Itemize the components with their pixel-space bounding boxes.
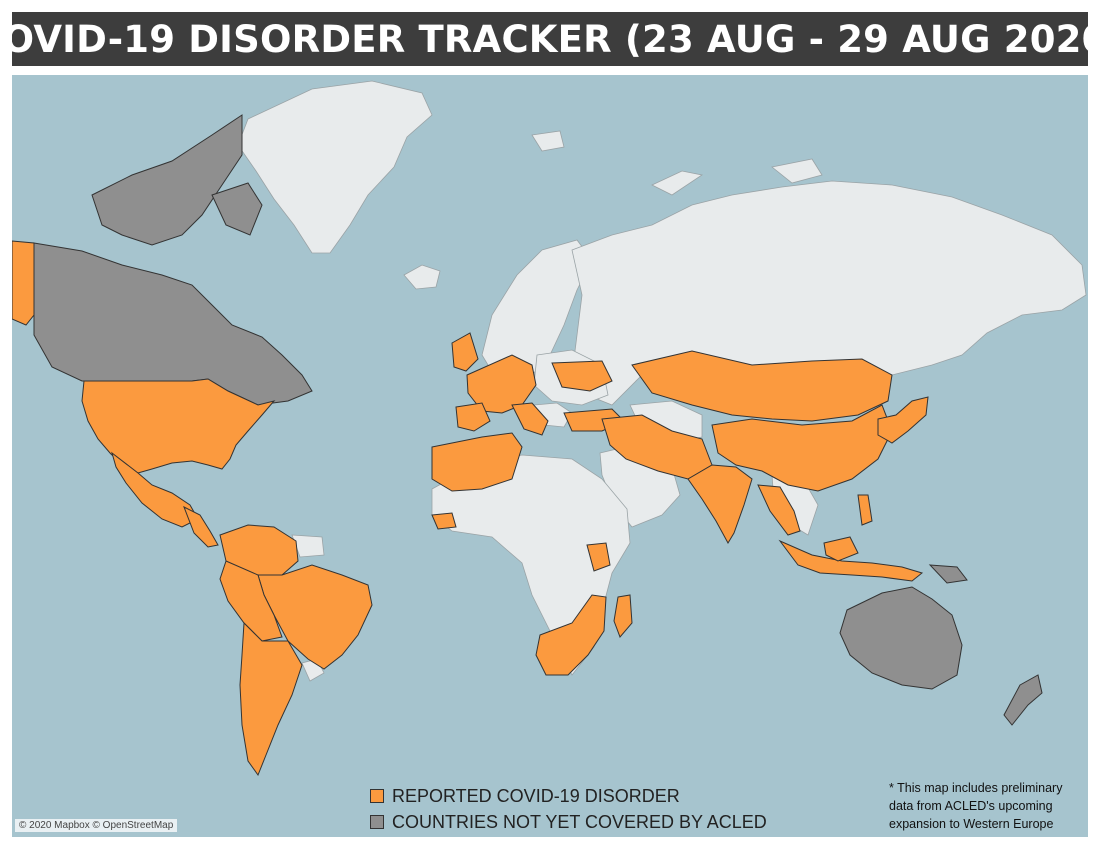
italy-greece xyxy=(511,402,549,436)
kenya xyxy=(586,542,611,572)
legend-swatch-reported xyxy=(370,789,384,803)
new-zealand xyxy=(1003,674,1043,726)
map-footnote: * This map includes preliminary data fro… xyxy=(889,781,1063,831)
senegal xyxy=(431,512,457,530)
world-map[interactable] xyxy=(12,75,1088,837)
russia xyxy=(571,180,1087,406)
ukraine-poland xyxy=(551,360,613,392)
malaysia-borneo xyxy=(823,536,859,562)
baffin-island xyxy=(211,182,263,236)
philippines xyxy=(857,494,873,526)
legend-label-not-covered: COUNTRIES NOT YET COVERED BY ACLED xyxy=(392,811,767,832)
not-covered-land xyxy=(33,114,1043,726)
peru-bolivia xyxy=(219,560,283,642)
iceland xyxy=(403,264,441,290)
map-title: COVID-19 DISORDER TRACKER (23 AUG - 29 A… xyxy=(0,12,1100,66)
greenland xyxy=(237,80,433,254)
legend-swatch-not-covered xyxy=(370,815,384,829)
australia xyxy=(839,586,963,690)
argentina-chile xyxy=(239,621,303,777)
south-asia xyxy=(687,464,753,545)
canadian-arctic xyxy=(91,114,243,246)
southern-africa xyxy=(535,594,607,676)
brazil xyxy=(257,564,373,670)
map-legend: REPORTED COVID-19 DISORDER COUNTRIES NOT… xyxy=(370,783,767,835)
united-states xyxy=(81,378,276,474)
uk-ireland xyxy=(451,332,479,372)
reported-land xyxy=(12,240,929,777)
novaya-zemlya xyxy=(651,170,704,196)
svalbard xyxy=(531,130,565,152)
madagascar xyxy=(613,594,633,638)
myanmar-cambodia xyxy=(757,484,801,536)
north-africa xyxy=(431,432,523,492)
legend-item-reported: REPORTED COVID-19 DISORDER xyxy=(370,783,767,809)
spain-portugal xyxy=(455,402,491,432)
kazakhstan-mongolia xyxy=(631,350,893,422)
central-america xyxy=(183,505,219,548)
legend-item-not-covered: COUNTRIES NOT YET COVERED BY ACLED xyxy=(370,809,767,835)
papua-new-guinea xyxy=(928,564,968,584)
china xyxy=(711,404,893,492)
legend-label-reported: REPORTED COVID-19 DISORDER xyxy=(392,785,680,806)
severnaya-zemlya xyxy=(771,158,823,184)
korea-japan xyxy=(877,396,929,444)
alaska xyxy=(12,240,35,326)
map-attribution[interactable]: © 2020 Mapbox © OpenStreetMap xyxy=(15,819,178,832)
